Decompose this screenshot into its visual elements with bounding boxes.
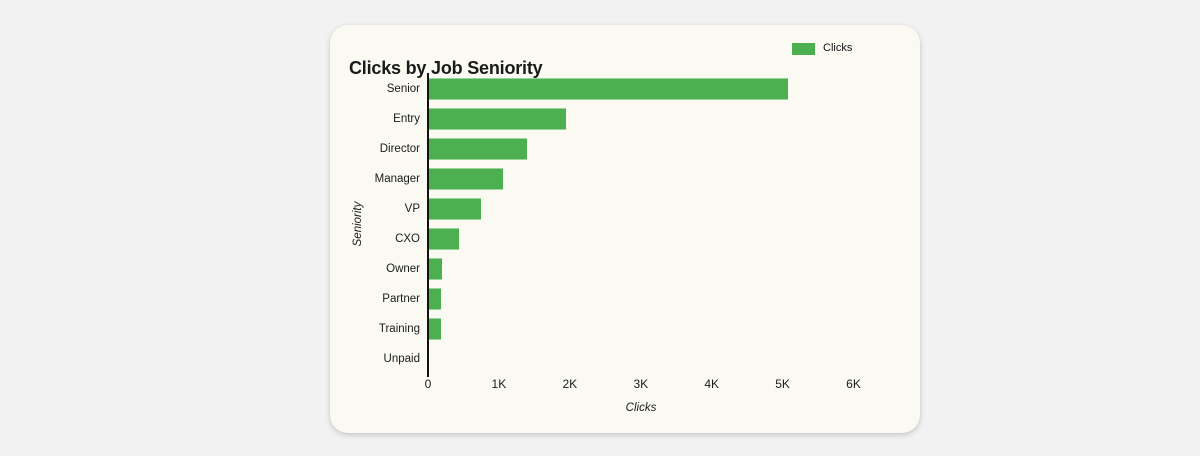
bar-chart: Seniority Senior Entry Director Manager VP CX… (330, 25, 920, 433)
bar-row: Training (330, 314, 920, 344)
bar-row: Senior (330, 74, 920, 104)
category-label: CXO (395, 233, 420, 245)
x-axis-tick-label: 3K (633, 377, 649, 391)
x-axis-tick-label: 5K (775, 377, 790, 391)
x-axis-tick-label: 1K (491, 377, 507, 391)
bar (428, 288, 441, 310)
bar (428, 138, 528, 160)
bar (428, 228, 459, 250)
x-axis-tick-label: 0 (424, 377, 432, 391)
category-label: Training (378, 323, 420, 335)
x-axis-tick-label: 4K (704, 377, 720, 391)
bar (428, 258, 443, 280)
category-label: Director (379, 143, 420, 155)
bar-rows: Senior Entry Director Manager VP CXO Owner Part… (330, 74, 920, 374)
bar-row: VP (330, 194, 920, 224)
x-axis-tick-label: 2K (562, 377, 578, 391)
category-label: Owner (386, 263, 420, 275)
y-axis-line (427, 73, 429, 377)
category-label: Senior (386, 83, 420, 95)
bar-row: Entry (330, 104, 920, 134)
bar-row: Director (330, 134, 920, 164)
bar (428, 318, 442, 340)
bar (428, 78, 788, 100)
x-axis-tick-label: 6K (846, 377, 861, 391)
legend-label: Clicks (823, 42, 853, 54)
legend-swatch (792, 42, 815, 55)
chart-card: Clicks by Job Seniority Clicks Seniority… (330, 25, 920, 433)
category-label: Manager (374, 173, 420, 185)
legend-item-clicks[interactable]: Clicks (792, 42, 852, 55)
bar (428, 108, 566, 130)
bar-row: Partner (330, 284, 920, 314)
bar-row: CXO (330, 224, 920, 254)
chart-title: Clicks by Job Seniority (349, 58, 543, 78)
bar (428, 168, 503, 190)
bar-row: Unpaid (330, 344, 920, 374)
bar-row: Manager (330, 164, 920, 194)
x-axis-title: Clicks (625, 402, 657, 414)
category-label: Entry (393, 113, 420, 125)
bar-row: Owner (330, 254, 920, 284)
category-label: Partner (382, 293, 420, 305)
category-label: Unpaid (383, 353, 420, 365)
category-label: VP (404, 203, 420, 215)
bar (428, 198, 482, 220)
